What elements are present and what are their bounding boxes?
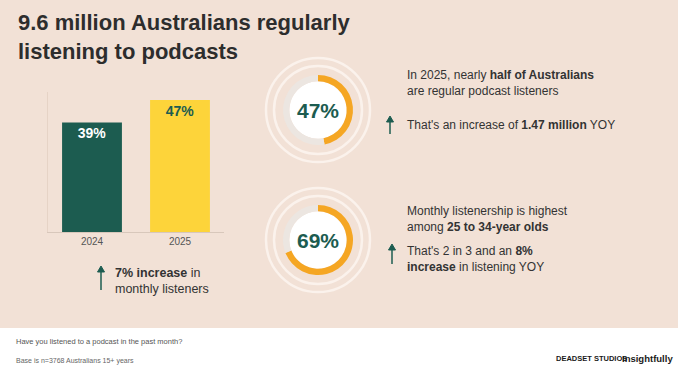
svg-text:39%: 39% xyxy=(78,125,107,141)
svg-text:7% increase inmonthly listener: 7% increase inmonthly listeners xyxy=(115,266,209,296)
svg-text:That's 2 in 3 and an 8%increas: That's 2 in 3 and an 8%increase in liste… xyxy=(407,244,544,274)
svg-text:In 2025, nearly half of Austra: In 2025, nearly half of Australiansare r… xyxy=(407,68,594,98)
svg-text:Base is n=3768 Australians 15+: Base is n=3768 Australians 15+ years xyxy=(16,357,134,365)
svg-text:47%: 47% xyxy=(166,103,195,119)
svg-text:2025: 2025 xyxy=(169,236,192,247)
svg-text:Have you listened to a podcast: Have you listened to a podcast in the pa… xyxy=(16,337,182,346)
svg-text:47%: 47% xyxy=(297,99,339,122)
svg-text:2024: 2024 xyxy=(81,236,104,247)
svg-text:Insightfully: Insightfully xyxy=(622,353,673,364)
svg-text:DEADSET STUDIOS: DEADSET STUDIOS xyxy=(556,354,627,363)
svg-text:9.6 million Australians regula: 9.6 million Australians regularlylisteni… xyxy=(18,10,351,64)
svg-text:69%: 69% xyxy=(297,229,339,252)
svg-text:That's an increase of 1.47 mil: That's an increase of 1.47 million YOY xyxy=(407,118,615,132)
svg-text:Monthly listenership is highes: Monthly listenership is highestamong 25 … xyxy=(407,204,568,234)
